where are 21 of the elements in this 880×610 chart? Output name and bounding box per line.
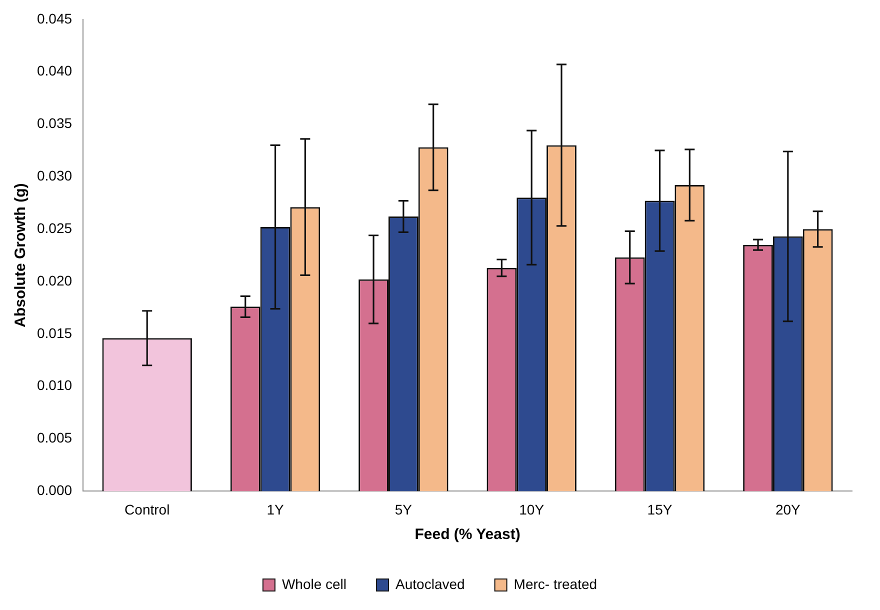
x-tick-label: Control	[124, 501, 170, 518]
legend-label: Autoclaved	[396, 576, 465, 592]
y-tick-label: 0.010	[36, 377, 72, 394]
legend-label: Whole cell	[282, 576, 347, 592]
x-tick-label: 1Y	[266, 501, 284, 518]
y-tick-label: 0.000	[36, 482, 72, 498]
x-tick-label: 20Y	[775, 501, 802, 518]
y-tick-label: 0.020	[36, 272, 72, 288]
x-tick-label: 5Y	[394, 501, 413, 518]
x-tick-label: 10Y	[519, 501, 545, 518]
x-axis-title: Feed (% Yeast)	[414, 526, 520, 544]
y-tick-label: 0.040	[36, 62, 72, 79]
y-tick-label: 0.005	[36, 430, 72, 446]
legend-label: Merc- treated	[514, 576, 598, 592]
x-tick-label: 15Y	[647, 501, 673, 518]
y-tick-label: 0.045	[36, 10, 72, 26]
y-tick-label: 0.030	[36, 168, 72, 184]
y-tick-label: 0.015	[36, 324, 72, 341]
y-tick-label: 0.025	[36, 220, 72, 236]
y-axis-title: Absolute Growth (g)	[12, 183, 30, 328]
y-tick-label: 0.035	[36, 115, 72, 132]
